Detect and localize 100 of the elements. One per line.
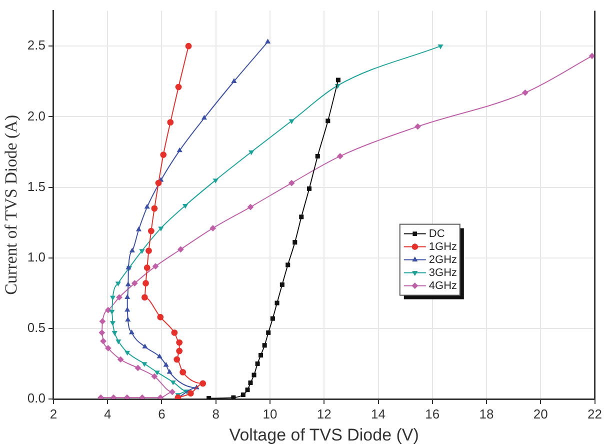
point <box>110 394 117 399</box>
point <box>128 329 134 334</box>
point <box>270 316 275 321</box>
point <box>139 394 146 399</box>
point <box>292 240 298 245</box>
point <box>588 52 595 60</box>
point <box>336 153 344 160</box>
point <box>247 204 254 210</box>
point <box>266 330 271 335</box>
point <box>306 186 312 191</box>
point <box>160 152 167 158</box>
point <box>286 262 290 268</box>
point <box>131 280 138 286</box>
point <box>252 372 256 378</box>
point <box>98 394 104 399</box>
x-tick-label: 4 <box>104 406 112 422</box>
x-tick-label: 20 <box>533 406 548 422</box>
x-tick-label: 14 <box>371 406 386 422</box>
point <box>171 329 178 336</box>
point <box>110 321 116 326</box>
x-tick-label: 12 <box>316 406 332 422</box>
point <box>112 331 118 336</box>
point <box>210 224 216 232</box>
point <box>124 350 130 356</box>
point <box>151 205 158 212</box>
point <box>255 361 260 366</box>
point <box>288 119 294 124</box>
point <box>144 204 150 209</box>
point <box>438 44 444 50</box>
point <box>116 340 122 344</box>
point <box>522 89 528 96</box>
point <box>169 388 176 396</box>
point <box>98 329 106 336</box>
point <box>148 228 154 234</box>
legend-label: DC <box>428 228 445 240</box>
x-tick-label: 10 <box>262 406 278 422</box>
y-tick-label: 1.0 <box>27 249 46 264</box>
point <box>280 282 284 287</box>
point <box>115 282 121 286</box>
x-axis-title: Voltage of TVS Diode (V) <box>229 425 419 444</box>
point <box>182 204 188 209</box>
x-tick-label: 22 <box>588 406 602 422</box>
point <box>245 388 250 392</box>
legend-label: 2GHz <box>428 254 458 266</box>
point <box>154 370 160 376</box>
point <box>180 368 186 376</box>
legend-label: 4GHz <box>428 280 458 292</box>
legend-label: 3GHz <box>428 266 458 279</box>
x-tick-label: 18 <box>479 406 494 422</box>
x-tick-label: 8 <box>212 406 220 422</box>
point <box>163 362 169 367</box>
point <box>299 214 304 220</box>
point <box>157 314 164 320</box>
point <box>117 356 124 363</box>
point <box>144 264 150 271</box>
point <box>175 84 182 90</box>
point <box>315 154 320 158</box>
point <box>274 300 280 306</box>
point <box>336 78 340 82</box>
y-tick-label: 2.0 <box>27 108 46 124</box>
point <box>124 394 130 399</box>
x-tick-label: 16 <box>425 406 440 422</box>
point <box>201 114 207 120</box>
point <box>248 380 253 386</box>
y-tick-label: 1.5 <box>27 178 46 194</box>
y-tick-label: 2.5 <box>27 38 46 53</box>
point <box>231 395 236 399</box>
point <box>240 392 246 398</box>
y-tick-label: 0.5 <box>27 320 46 335</box>
point <box>134 364 142 372</box>
point <box>158 226 164 232</box>
point <box>166 368 172 374</box>
point <box>187 390 194 397</box>
point <box>156 353 162 358</box>
point <box>157 394 164 399</box>
point <box>265 38 271 44</box>
point <box>174 356 180 363</box>
point <box>142 280 149 286</box>
point <box>99 318 106 325</box>
point <box>146 248 152 254</box>
point <box>176 348 183 354</box>
point <box>170 380 176 386</box>
point <box>142 362 148 367</box>
point <box>258 352 264 358</box>
point <box>185 42 192 50</box>
point <box>142 344 148 348</box>
point <box>116 294 122 301</box>
point <box>109 310 115 315</box>
point <box>104 344 112 352</box>
x-tick-label: 6 <box>158 406 166 422</box>
point <box>136 226 142 232</box>
point <box>200 380 206 387</box>
point <box>141 294 148 301</box>
point <box>177 246 184 253</box>
point <box>100 338 106 344</box>
legend-label: 1GHz <box>428 240 458 253</box>
point <box>176 339 183 346</box>
y-axis-title: Current of TVS Diode (A) <box>2 114 21 295</box>
point <box>124 294 130 299</box>
point <box>139 249 145 254</box>
